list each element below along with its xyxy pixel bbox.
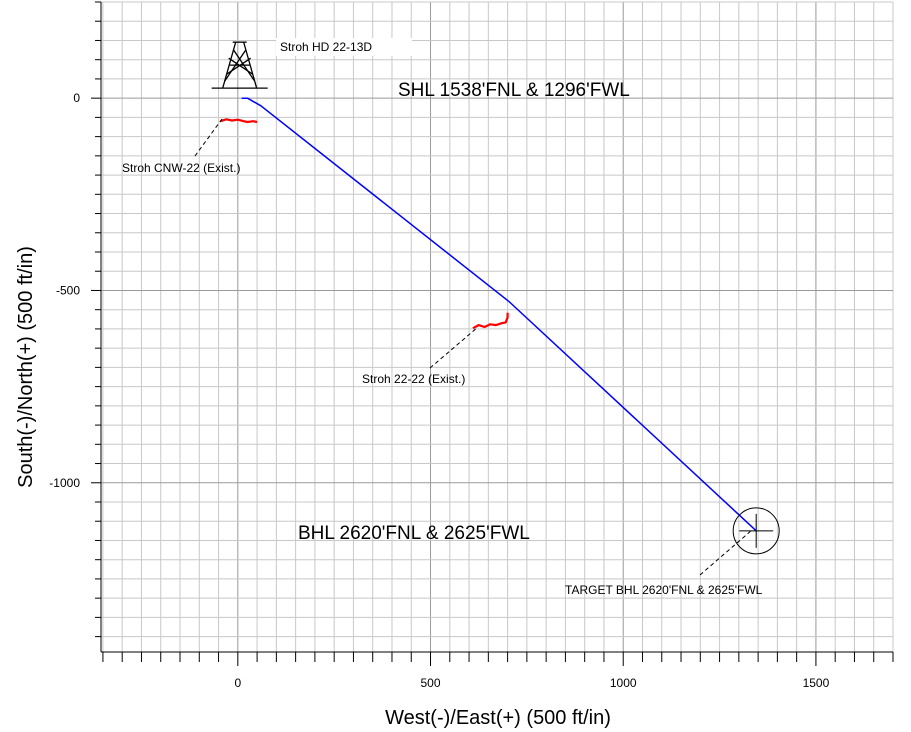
annotation-target-bhl: TARGET BHL 2620'FNL & 2625'FWL xyxy=(565,583,763,597)
y-axis-title: South(-)/North(+) (500 ft/in) xyxy=(15,246,37,488)
derrick-brace xyxy=(226,57,252,75)
series-line-0 xyxy=(241,97,757,532)
label-bg-stroh-hd xyxy=(276,38,412,56)
x-tick-label: 0 xyxy=(234,676,241,690)
target-circle xyxy=(732,507,780,555)
x-axis-title: West(-)/East(+) (500 ft/in) xyxy=(385,707,611,729)
x-tick-label: 1500 xyxy=(803,676,830,690)
series-line-1 xyxy=(220,118,258,124)
leader-line-22-22 xyxy=(429,326,479,369)
leader-line-cnw xyxy=(194,118,223,157)
leader-line-target xyxy=(699,529,753,576)
annotation-bhl: BHL 2620'FNL & 2625'FWL xyxy=(298,523,530,544)
y-tick-label: -1000 xyxy=(49,476,80,490)
y-tick-label: -500 xyxy=(56,283,80,297)
derrick-brace xyxy=(224,49,247,82)
x-tick-label: 1000 xyxy=(610,676,637,690)
derrick-brace xyxy=(233,49,256,82)
annotation-stroh-hd: Stroh HD 22-13D xyxy=(280,40,372,54)
x-tick-label: 500 xyxy=(421,676,441,690)
axes: 0 500 1000 1500 0 -500 -1000 xyxy=(49,1,894,690)
marks-layer xyxy=(194,38,780,576)
series-line-2 xyxy=(472,312,509,330)
annotation-stroh-cnw: Stroh CNW-22 (Exist.) xyxy=(122,161,240,175)
annotations: Stroh HD 22-13D SHL 1538'FNL & 1296'FWL … xyxy=(122,40,763,597)
derrick-brace xyxy=(228,57,254,75)
annotation-shl: SHL 1538'FNL & 1296'FWL xyxy=(398,80,630,101)
annotation-stroh-22-22: Stroh 22-22 (Exist.) xyxy=(362,372,465,386)
derrick-icon xyxy=(211,41,268,89)
grid xyxy=(101,1,894,652)
series-layer xyxy=(220,97,757,532)
y-tick-label: 0 xyxy=(73,91,80,105)
